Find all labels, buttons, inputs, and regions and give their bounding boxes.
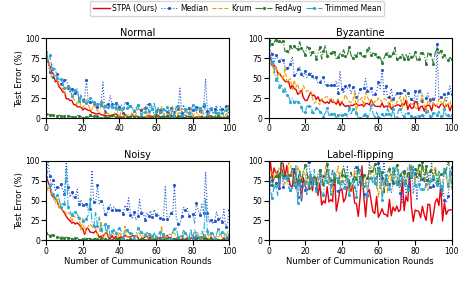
Title: Label-flipping: Label-flipping	[327, 150, 393, 160]
Y-axis label: Test Error (%): Test Error (%)	[15, 50, 24, 107]
X-axis label: Number of Cummunication Rounds: Number of Cummunication Rounds	[64, 257, 211, 266]
Title: Noisy: Noisy	[124, 150, 151, 160]
Title: Normal: Normal	[120, 28, 155, 38]
Title: Byzantine: Byzantine	[336, 28, 384, 38]
Y-axis label: Test Error (%): Test Error (%)	[15, 172, 24, 229]
X-axis label: Number of Cummunication Rounds: Number of Cummunication Rounds	[286, 257, 434, 266]
Legend: STPA (Ours), Median, Krum, FedAvg, Trimmed Mean: STPA (Ours), Median, Krum, FedAvg, Trimm…	[90, 1, 384, 16]
